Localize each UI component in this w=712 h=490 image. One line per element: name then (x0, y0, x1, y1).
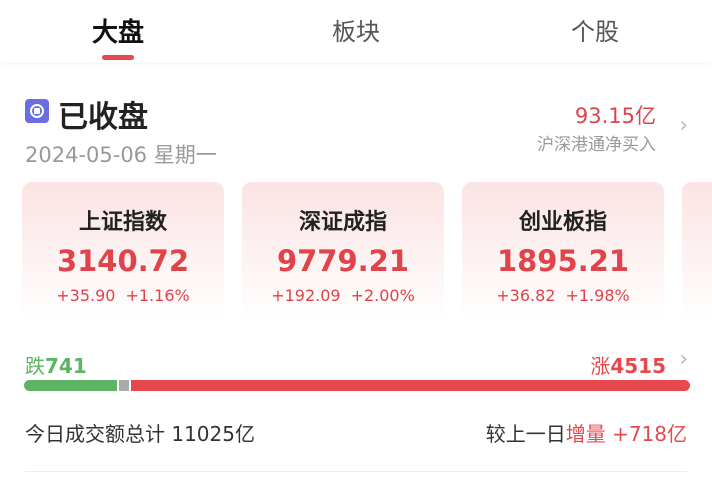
tab-bar: 大盘 板块 个股 (0, 0, 712, 62)
chevron-right-icon[interactable]: › (679, 113, 688, 138)
advancers-label: 涨 (590, 354, 611, 378)
breadth-bar-down (24, 380, 117, 391)
index-value: 1895.21 (496, 244, 630, 278)
trade-date: 2024-05-06 星期一 (25, 143, 217, 167)
compare-label: 较上一日 (485, 422, 566, 446)
turnover-label: 今日成交额总计 (25, 422, 165, 446)
index-value: 9779.21 (276, 244, 410, 278)
breadth-bar-flat (119, 380, 129, 391)
decliners-label: 跌 (25, 354, 45, 378)
index-pct: +1.16% (125, 286, 190, 305)
index-name: 上证指数 (78, 210, 167, 235)
index-name: 创业板指 (518, 210, 607, 235)
active-tab-indicator (102, 55, 134, 60)
index-card-partial[interactable] (682, 182, 712, 330)
index-card-sse[interactable]: 上证指数 3140.72 +35.90 +1.16% (22, 182, 224, 330)
index-pct: +2.00% (350, 286, 415, 305)
advancers-value: 4515 (610, 354, 666, 378)
tab-market[interactable]: 大盘 (91, 18, 144, 48)
tab-sectors[interactable]: 板块 (332, 18, 380, 46)
index-pct: +1.98% (565, 286, 630, 305)
decliners-value: 741 (45, 354, 87, 378)
turnover-change: 较上一日增量 +718亿 (486, 418, 687, 447)
market-status-icon (25, 99, 49, 123)
northbound-label[interactable]: 沪深港通净买入 (537, 135, 656, 155)
market-status: 已收盘 (58, 100, 148, 135)
turnover-value: 11025亿 (171, 422, 255, 446)
change-value: +718亿 (612, 422, 687, 446)
index-card-szse[interactable]: 深证成指 9779.21 +192.09 +2.00% (242, 182, 444, 330)
index-name: 深证成指 (298, 210, 387, 235)
breadth-bar-up (131, 380, 690, 391)
tab-stocks[interactable]: 个股 (571, 18, 619, 46)
turnover-total: 今日成交额总计 11025亿 (25, 418, 255, 447)
change-label: 增量 (565, 422, 606, 446)
northbound-value[interactable]: 93.15亿 (574, 104, 656, 128)
divider (25, 471, 687, 472)
chevron-right-icon[interactable]: › (679, 347, 688, 372)
advancers-count[interactable]: 涨4515 (590, 350, 666, 379)
index-change: +35.90 (56, 286, 116, 305)
index-change: +36.82 (496, 286, 556, 305)
decliners-count: 跌741 (25, 350, 87, 379)
index-value: 3140.72 (56, 244, 190, 278)
index-card-chinext[interactable]: 创业板指 1895.21 +36.82 +1.98% (462, 182, 664, 330)
index-change: +192.09 (271, 286, 341, 305)
